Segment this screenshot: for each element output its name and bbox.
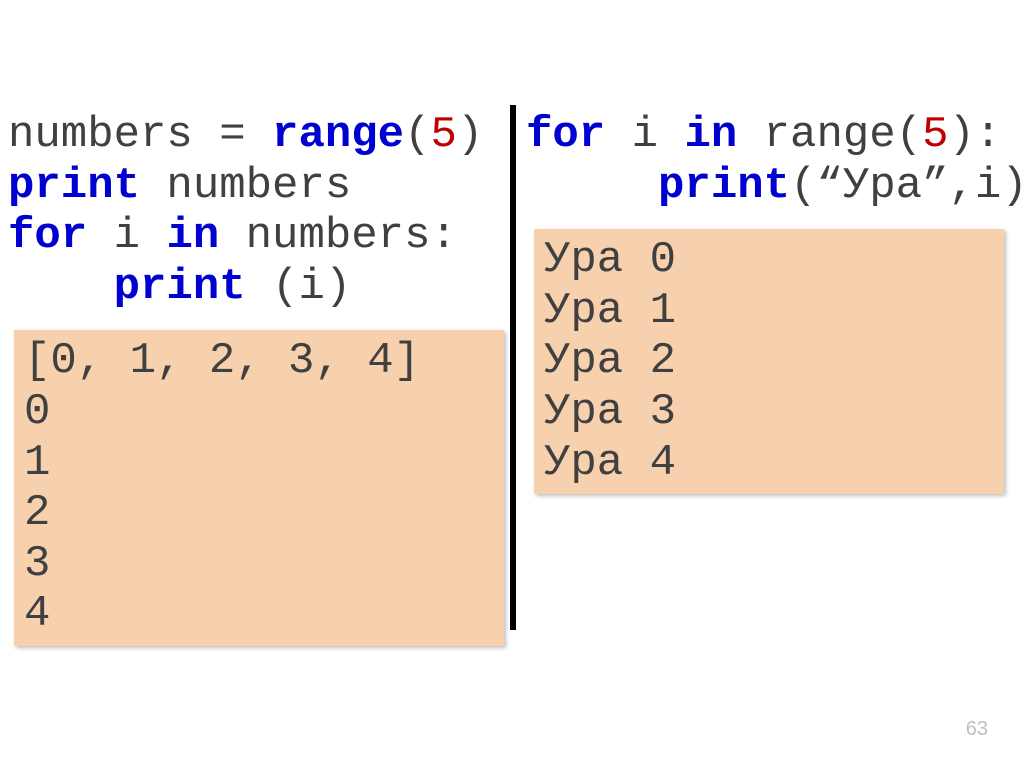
code-token: ( [404,110,430,160]
code-token: range( [737,110,922,160]
code-token [8,262,114,312]
code-keyword: print [658,161,790,211]
code-keyword: range [272,110,404,160]
code-keyword: in [166,211,219,261]
code-token: ): [949,110,1002,160]
left-column: numbers = range(5) print numbers for i i… [0,110,508,646]
code-token: numbers = [8,110,272,160]
right-output-box: Ура 0 Ура 1 Ура 2 Ура 3 Ура 4 [534,229,1004,494]
code-token: (i) [246,262,352,312]
code-number: 5 [922,110,948,160]
code-token: (“Ура”,i) [790,161,1024,211]
code-token: ) [457,110,483,160]
right-code-block: for i in range(5): print(“Ура”,i) [526,110,1024,211]
code-token: numbers: [219,211,457,261]
left-code-block: numbers = range(5) print numbers for i i… [8,110,508,312]
page-number: 63 [966,718,988,741]
code-token: i [605,110,684,160]
left-output-box: [0, 1, 2, 3, 4] 0 1 2 3 4 [14,330,504,646]
code-keyword: for [526,110,605,160]
right-column: for i in range(5): print(“Ура”,i) Ура 0 … [508,110,1024,494]
code-token [526,161,658,211]
code-keyword: print [114,262,246,312]
code-keyword: for [8,211,87,261]
code-token: numbers [140,161,351,211]
slide: numbers = range(5) print numbers for i i… [0,0,1024,767]
code-token: i [87,211,166,261]
code-number: 5 [430,110,456,160]
code-keyword: in [684,110,737,160]
code-keyword: print [8,161,140,211]
column-divider [510,105,516,630]
